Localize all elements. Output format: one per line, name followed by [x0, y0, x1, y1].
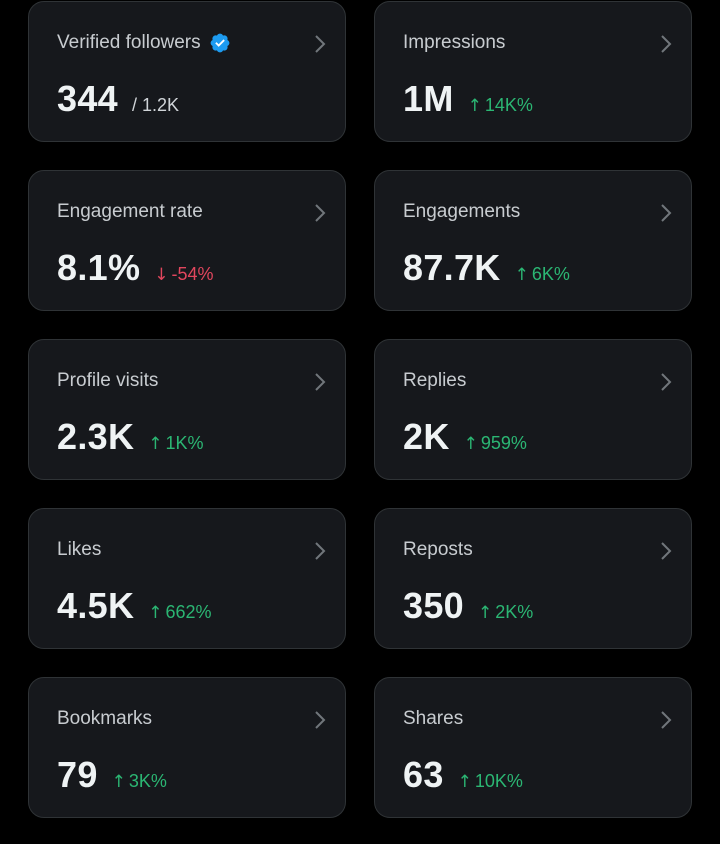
chevron-right-icon	[315, 542, 326, 560]
metric-change: ↑ 10K%	[458, 771, 523, 792]
card-title: Reposts	[403, 539, 473, 561]
arrow-up-icon: ↑	[457, 772, 472, 792]
value-row: 2.3K ↑ 1K%	[57, 416, 204, 458]
change-value: 3K%	[128, 771, 167, 791]
chevron-right-icon	[661, 542, 672, 560]
card-title-text: Likes	[57, 539, 102, 560]
card-title-text: Shares	[403, 708, 464, 729]
card-title-text: Reposts	[403, 539, 473, 560]
metric-change: ↑ 14K%	[468, 95, 533, 116]
change-value: 2K%	[495, 602, 534, 622]
change-value: 662%	[165, 602, 212, 622]
card-title-text: Profile visits	[57, 370, 159, 391]
card-title-text: Replies	[403, 370, 467, 391]
card-bookmarks[interactable]: Bookmarks 79 ↑ 3K%	[28, 677, 346, 818]
arrow-up-icon: ↑	[514, 265, 529, 285]
card-likes[interactable]: Likes 4.5K ↑ 662%	[28, 508, 346, 649]
card-title: Engagements	[403, 201, 520, 223]
value-row: 2K ↑ 959%	[403, 416, 527, 458]
chevron-right-icon	[315, 35, 326, 53]
arrow-up-icon: ↑	[463, 434, 478, 454]
card-title-text: Engagements	[403, 201, 521, 222]
metric-value: 87.7K	[403, 247, 501, 288]
arrow-up-icon: ↑	[467, 96, 482, 116]
value-row: 63 ↑ 10K%	[403, 754, 523, 796]
metric-change: ↑ 6K%	[515, 264, 570, 285]
metric-value: 1M	[403, 78, 454, 119]
card-title: Profile visits	[57, 370, 158, 392]
card-reposts[interactable]: Reposts 350 ↑ 2K%	[374, 508, 692, 649]
chevron-right-icon	[315, 373, 326, 391]
arrow-down-icon: ↓	[154, 265, 169, 285]
metric-value: 4.5K	[57, 585, 135, 626]
value-row: 8.1% ↓ -54%	[57, 247, 214, 289]
chevron-right-icon	[315, 204, 326, 222]
metric-value: 79	[57, 754, 98, 795]
verified-badge-icon	[210, 33, 230, 53]
card-verified-followers[interactable]: Verified followers 344 / 1.2K	[28, 1, 346, 142]
metric-total: / 1.2K	[131, 95, 179, 115]
value-row: 4.5K ↑ 662%	[57, 585, 212, 627]
value-row: 1M ↑ 14K%	[403, 78, 533, 120]
metric-value: 2.3K	[57, 416, 135, 457]
change-value: 1K%	[165, 433, 204, 453]
card-title-text: Verified followers	[57, 32, 201, 53]
card-shares[interactable]: Shares 63 ↑ 10K%	[374, 677, 692, 818]
value-row: 87.7K ↑ 6K%	[403, 247, 570, 289]
metric-change: ↑ 2K%	[478, 602, 533, 623]
change-value: -54%	[171, 264, 214, 284]
card-engagements[interactable]: Engagements 87.7K ↑ 6K%	[374, 170, 692, 311]
card-engagement-rate[interactable]: Engagement rate 8.1% ↓ -54%	[28, 170, 346, 311]
card-replies[interactable]: Replies 2K ↑ 959%	[374, 339, 692, 480]
metric-value: 350	[403, 585, 464, 626]
arrow-up-icon: ↑	[111, 772, 126, 792]
change-value: 959%	[480, 433, 527, 453]
metric-change: ↑ 662%	[148, 602, 211, 623]
value-row: 79 ↑ 3K%	[57, 754, 167, 796]
card-title: Likes	[57, 539, 101, 561]
card-title: Bookmarks	[57, 708, 152, 730]
arrow-up-icon: ↑	[148, 434, 163, 454]
card-title: Impressions	[403, 32, 505, 54]
arrow-up-icon: ↑	[148, 603, 163, 623]
card-title: Shares	[403, 708, 463, 730]
card-title-text: Engagement rate	[57, 201, 203, 222]
metric-value: 344	[57, 78, 118, 119]
metric-value: 8.1%	[57, 247, 141, 288]
metrics-grid: Verified followers 344 / 1.2K Impression…	[28, 1, 692, 818]
chevron-right-icon	[661, 373, 672, 391]
change-value: 14K%	[484, 95, 533, 115]
card-title: Engagement rate	[57, 201, 203, 223]
metric-change: ↑ 3K%	[112, 771, 167, 792]
value-row: 350 ↑ 2K%	[403, 585, 533, 627]
chevron-right-icon	[315, 711, 326, 729]
metric-value: 2K	[403, 416, 450, 457]
change-value: 6K%	[531, 264, 570, 284]
chevron-right-icon	[661, 204, 672, 222]
card-title-text: Bookmarks	[57, 708, 153, 729]
change-value: 10K%	[474, 771, 523, 791]
metric-change: ↑ 959%	[464, 433, 527, 454]
metric-change: ↓ -54%	[154, 264, 213, 285]
arrow-up-icon: ↑	[477, 603, 493, 623]
card-impressions[interactable]: Impressions 1M ↑ 14K%	[374, 1, 692, 142]
card-title: Replies	[403, 370, 466, 392]
metric-change: ↑ 1K%	[148, 433, 203, 454]
card-profile-visits[interactable]: Profile visits 2.3K ↑ 1K%	[28, 339, 346, 480]
chevron-right-icon	[661, 711, 672, 729]
value-row: 344 / 1.2K	[57, 78, 179, 120]
metric-value: 63	[403, 754, 444, 795]
card-title: Verified followers	[57, 32, 231, 54]
card-title-text: Impressions	[403, 32, 506, 53]
chevron-right-icon	[661, 35, 672, 53]
